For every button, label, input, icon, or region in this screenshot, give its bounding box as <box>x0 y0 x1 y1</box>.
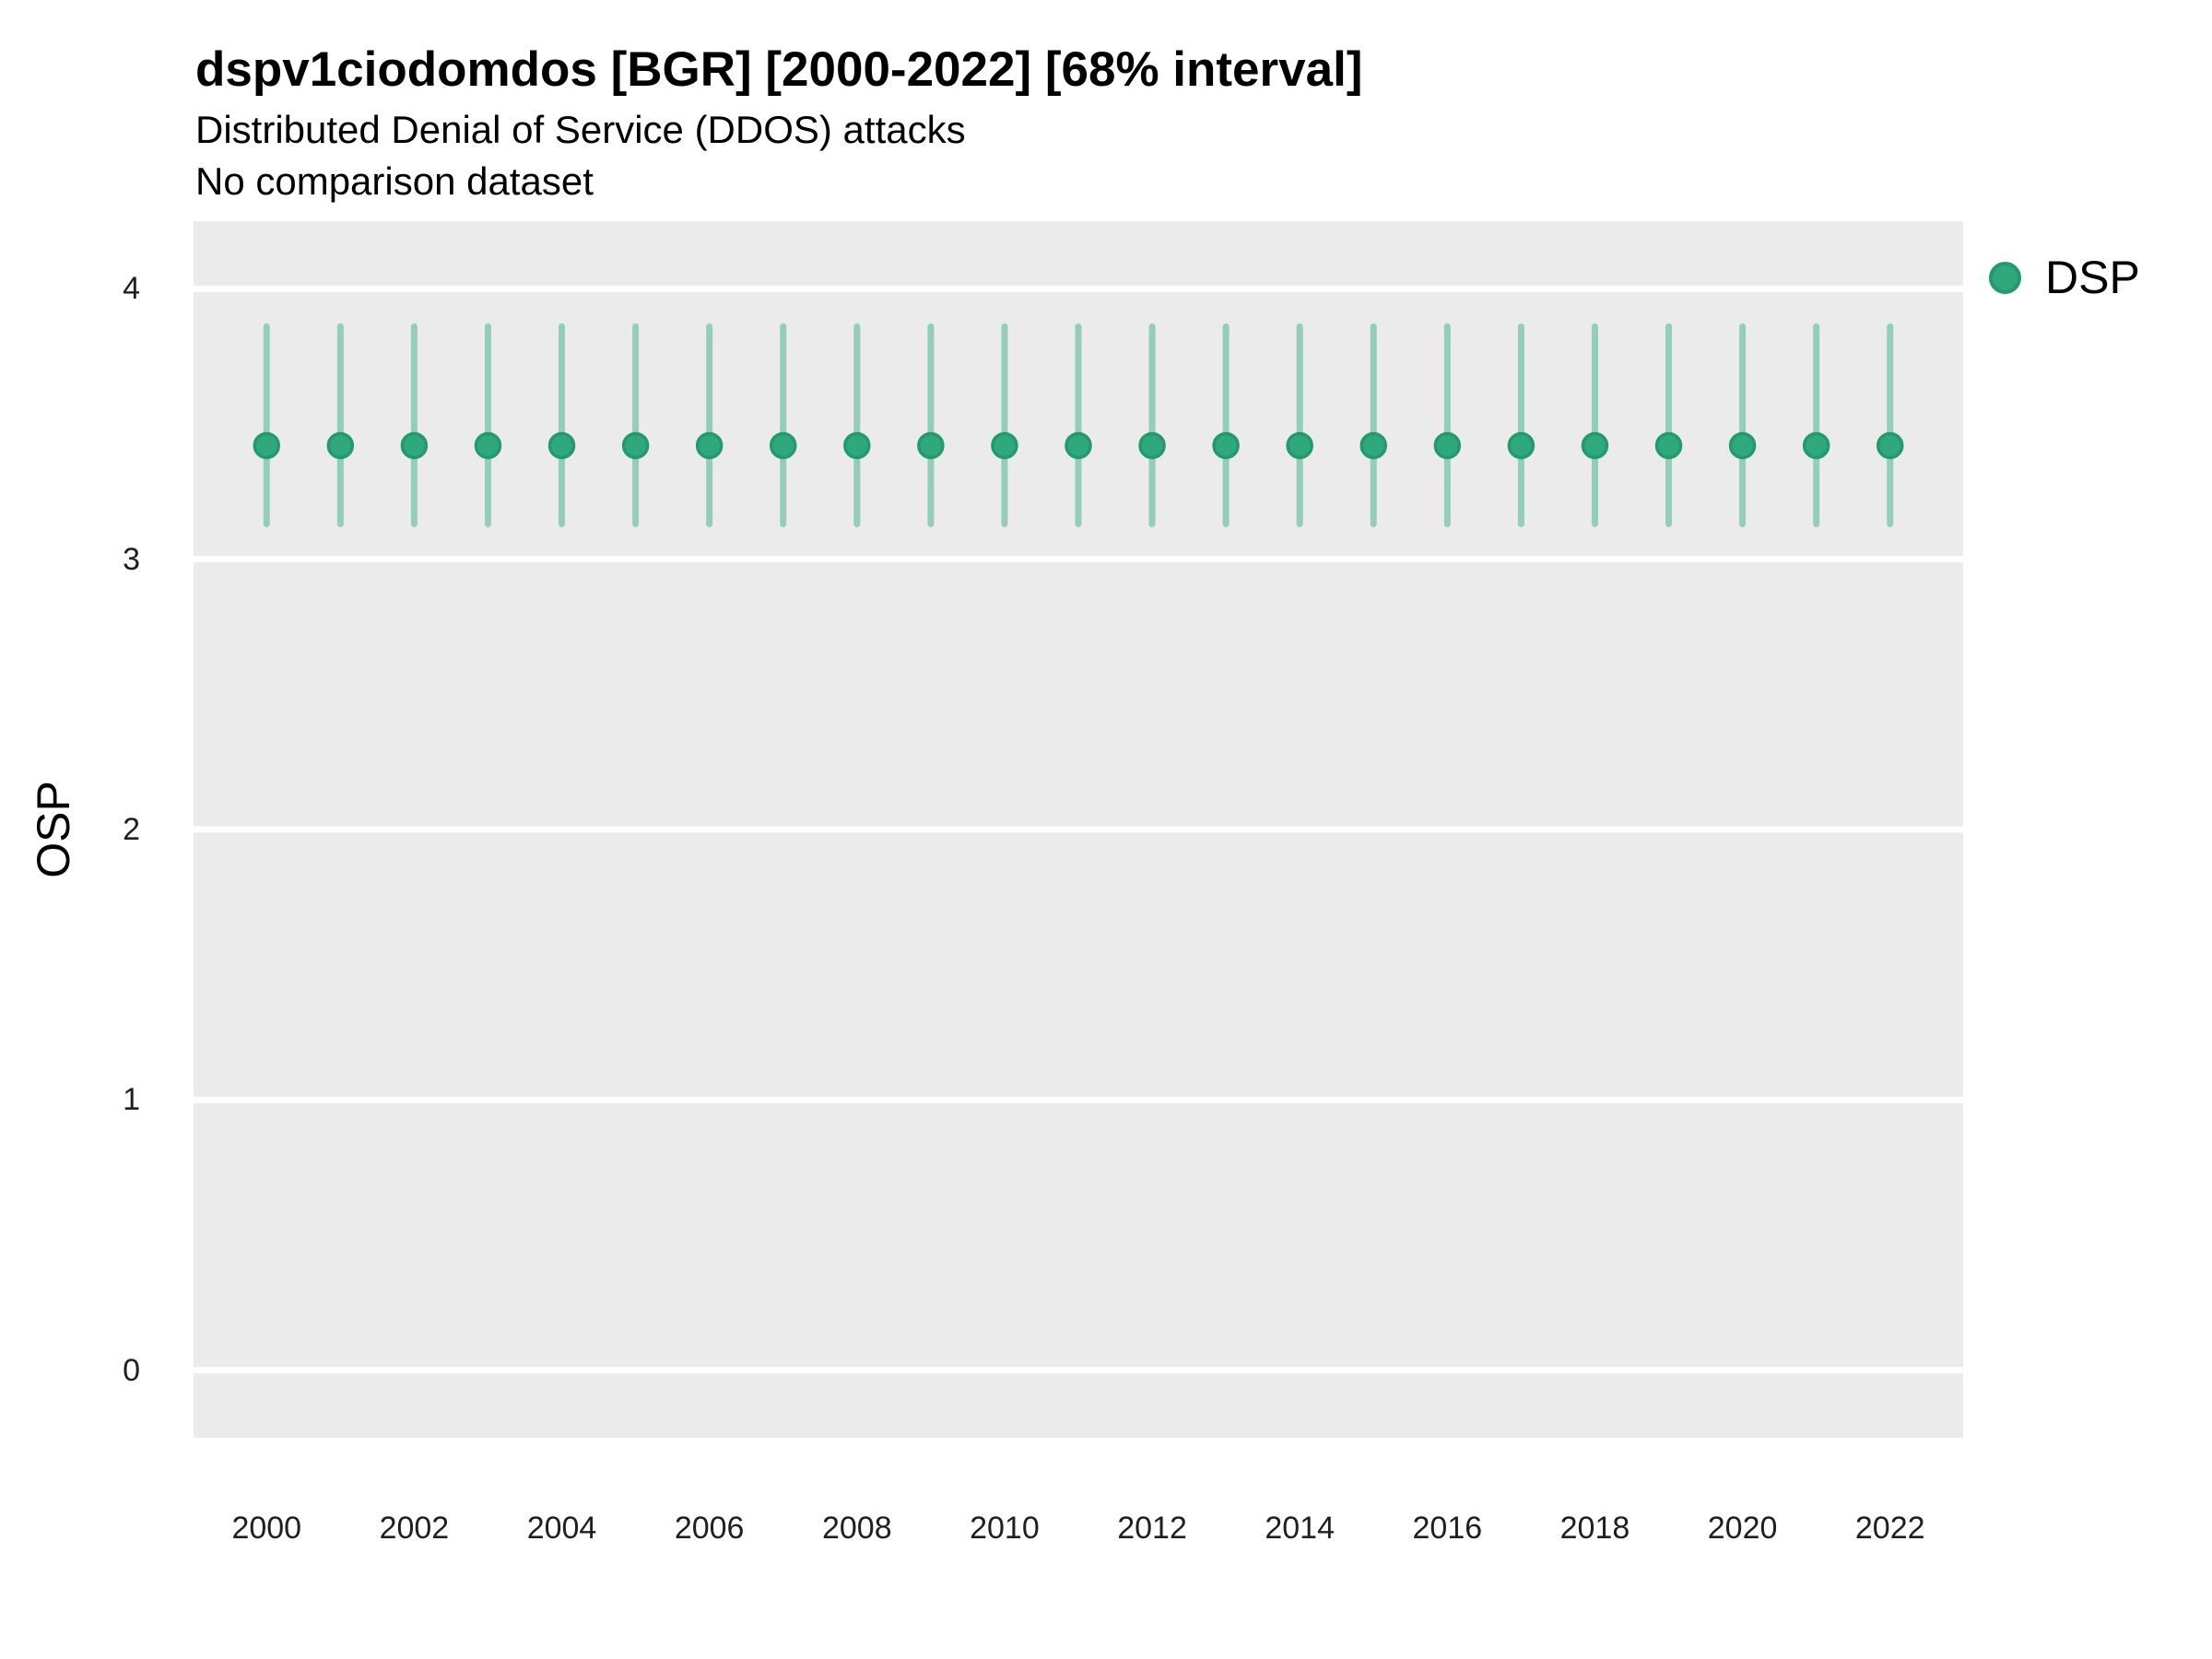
data-point-2003 <box>474 431 502 460</box>
data-point-2002 <box>400 431 429 460</box>
data-point-2013 <box>1212 431 1240 460</box>
chart-subtitle: Distributed Denial of Service (DDOS) att… <box>195 108 966 151</box>
data-point-2007 <box>769 431 797 460</box>
legend-point-icon <box>1989 261 2021 294</box>
data-point-2004 <box>547 431 576 460</box>
data-point-2012 <box>1138 431 1166 460</box>
data-point-2022 <box>1876 431 1904 460</box>
data-point-2016 <box>1433 431 1462 460</box>
y-tick-label-1: 1 <box>123 1082 140 1118</box>
data-point-2018 <box>1581 431 1609 460</box>
x-tick-label-2006: 2006 <box>674 1511 745 1546</box>
y-tick-label-3: 3 <box>123 541 140 577</box>
x-tick-label-2008: 2008 <box>821 1511 892 1546</box>
data-point-2019 <box>1654 431 1683 460</box>
x-tick-label-2014: 2014 <box>1265 1511 1335 1546</box>
data-point-2006 <box>695 431 724 460</box>
data-point-2020 <box>1728 431 1757 460</box>
data-point-2011 <box>1065 431 1092 460</box>
data-point-2014 <box>1286 431 1313 460</box>
data-point-2005 <box>621 431 650 460</box>
data-point-2010 <box>991 431 1018 460</box>
x-tick-label-2022: 2022 <box>1854 1511 1925 1546</box>
legend-label: DSP <box>2045 252 2140 303</box>
data-point-2008 <box>843 431 871 460</box>
y-tick-label-4: 4 <box>123 271 140 307</box>
legend: DSP <box>1989 251 2140 304</box>
x-tick-label-2012: 2012 <box>1117 1511 1187 1546</box>
x-tick-label-2002: 2002 <box>379 1511 450 1546</box>
plot-canvas <box>194 285 1963 1374</box>
x-tick-label-2016: 2016 <box>1412 1511 1483 1546</box>
data-point-2000 <box>253 431 281 460</box>
y-tick-label-0: 0 <box>123 1352 140 1388</box>
x-tick-label-2020: 2020 <box>1707 1511 1778 1546</box>
comparison-note: No comparison dataset <box>195 159 594 203</box>
x-tick-label-2018: 2018 <box>1559 1511 1630 1546</box>
x-tick-label-2010: 2010 <box>970 1511 1040 1546</box>
chart-title: dspv1ciodomdos [BGR] [2000-2022] [68% in… <box>195 42 1363 97</box>
x-tick-label-2004: 2004 <box>526 1511 597 1546</box>
data-point-2001 <box>326 431 355 460</box>
y-tick-label-2: 2 <box>123 812 140 847</box>
data-point-2017 <box>1507 431 1535 460</box>
data-point-2021 <box>1802 431 1830 460</box>
plot-panel <box>194 221 1963 1438</box>
x-tick-label-2000: 2000 <box>231 1511 302 1546</box>
data-point-2015 <box>1359 431 1388 460</box>
data-point-2009 <box>917 431 945 460</box>
